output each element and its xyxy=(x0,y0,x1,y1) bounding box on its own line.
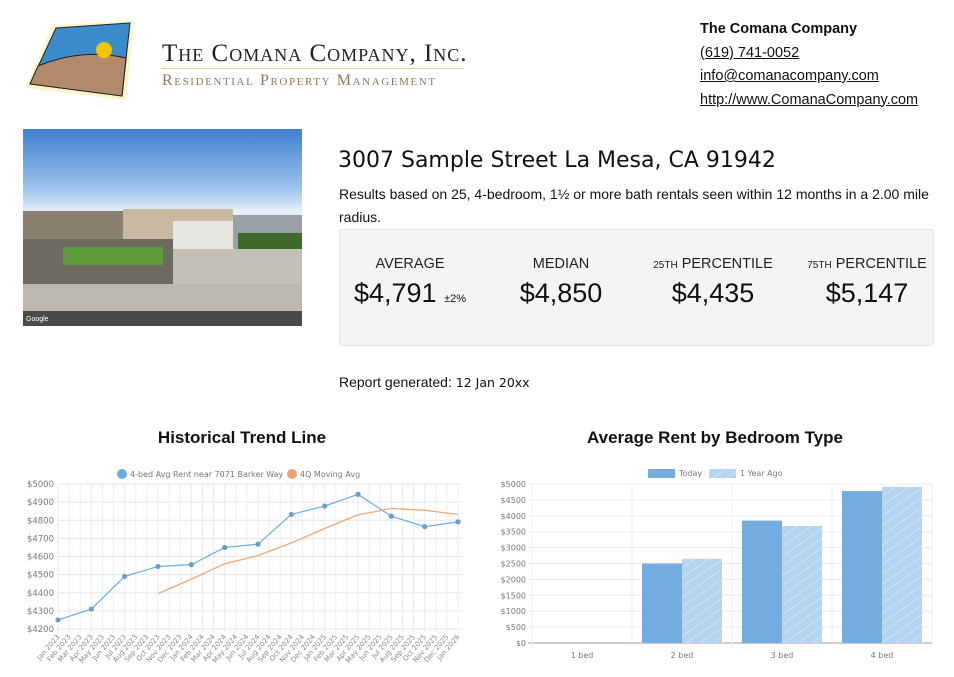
stat-label: PERCENTILE xyxy=(835,256,927,272)
y-tick-label: $4700 xyxy=(27,534,54,544)
data-point xyxy=(155,563,161,570)
y-tick-label: $3500 xyxy=(501,528,526,537)
legend-label: 4-bed Avg Rent near 7071 Barker Way xyxy=(130,470,284,479)
data-point xyxy=(388,513,394,519)
data-point xyxy=(55,617,61,623)
property-photo: Google xyxy=(23,129,302,326)
data-point xyxy=(122,573,128,580)
y-tick-label: $500 xyxy=(506,623,526,632)
report-label: Report generated: xyxy=(339,374,452,390)
legend-swatch xyxy=(648,469,675,478)
bar-today xyxy=(642,563,682,643)
phone-link[interactable]: (619) 741-0052 xyxy=(700,44,800,61)
legend-swatch xyxy=(117,469,127,479)
data-point xyxy=(322,503,328,509)
stat-ordinal: 75TH xyxy=(807,260,832,271)
email-link[interactable]: info@comanacompany.com xyxy=(700,68,879,84)
report-generated: Report generated: 12 Jan 20xx xyxy=(339,374,530,390)
bar-chart-title: Average Rent by Bedroom Type xyxy=(586,428,843,447)
data-point xyxy=(188,562,194,568)
data-point xyxy=(255,541,261,547)
rent-stats-panel: AVERAGE $4,791 ±2% MEDIAN $4,850 25TH PE… xyxy=(339,229,934,346)
y-tick-label: $2000 xyxy=(501,575,526,584)
legend-label: 1 Year Ago xyxy=(740,469,783,478)
legend-label: Today xyxy=(678,469,702,478)
moving-avg-line xyxy=(157,507,459,595)
report-date: 12 Jan 20xx xyxy=(455,375,530,390)
legend-label: 4Q Moving Avg xyxy=(300,470,360,479)
x-tick-label: 3 bed xyxy=(771,651,794,660)
stat-value: $4,850 xyxy=(519,278,603,308)
stat-margin: ±2% xyxy=(444,293,467,305)
company-name: The Comana Company, Inc. xyxy=(162,40,468,67)
data-point xyxy=(88,606,94,612)
results-description: Results based on 25, 4-bedroom, 1½ or mo… xyxy=(339,186,929,225)
stat-average: AVERAGE $4,791 ±2% xyxy=(335,256,485,309)
divider xyxy=(162,68,464,69)
y-tick-label: $4400 xyxy=(27,589,54,599)
y-tick-label: $2500 xyxy=(501,560,526,569)
stat-75th-percentile: 75TH PERCENTILE $5,147 xyxy=(792,256,942,309)
y-tick-label: $5000 xyxy=(27,480,54,490)
stat-25th-percentile: 25TH PERCENTILE $4,435 xyxy=(638,256,788,309)
data-point xyxy=(455,519,461,525)
company-logo xyxy=(26,20,134,100)
data-point xyxy=(288,511,294,518)
x-tick-label: 1 bed xyxy=(571,651,594,660)
bar-today xyxy=(742,520,782,643)
y-tick-label: $5000 xyxy=(501,480,526,489)
y-tick-label: $1000 xyxy=(501,607,526,616)
data-point xyxy=(422,523,428,530)
bar-today xyxy=(842,490,882,643)
trend-chart-title: Historical Trend Line xyxy=(157,428,327,447)
y-tick-label: $3000 xyxy=(501,544,526,553)
stat-label: MEDIAN xyxy=(532,256,590,272)
data-point xyxy=(222,544,228,551)
contact-name: The Comana Company xyxy=(700,21,858,37)
bar-one-year-ago xyxy=(882,486,922,643)
website-link[interactable]: http://www.ComanaCompany.com xyxy=(700,91,919,108)
stat-value: $5,147 xyxy=(825,278,909,308)
y-tick-label: $1500 xyxy=(501,591,526,600)
x-tick-label: 4 bed xyxy=(871,651,894,660)
y-tick-label: $4900 xyxy=(27,498,54,508)
data-point xyxy=(355,491,361,497)
x-tick-label: 2 bed xyxy=(671,651,694,660)
property-address: 3007 Sample Street La Mesa, CA 91942 xyxy=(338,148,776,173)
stat-label: PERCENTILE xyxy=(681,256,773,272)
stat-value: $4,791 xyxy=(353,278,437,308)
y-tick-label: $4500 xyxy=(27,571,54,581)
stat-median: MEDIAN $4,850 xyxy=(486,256,636,309)
photo-watermark: Google xyxy=(26,316,49,323)
contact-block: The Comana Company (619) 741-0052 info@c… xyxy=(700,18,918,112)
y-tick-label: $4200 xyxy=(27,625,54,635)
stat-value: $4,435 xyxy=(671,278,755,308)
bar-one-year-ago xyxy=(782,525,822,643)
stat-label: AVERAGE xyxy=(375,256,445,272)
bar-one-year-ago xyxy=(682,558,722,643)
legend-swatch xyxy=(709,469,736,478)
stat-ordinal: 25TH xyxy=(653,260,678,271)
y-tick-label: $4000 xyxy=(501,512,526,521)
company-tagline: Residential Property Management xyxy=(162,72,437,89)
y-tick-label: $4600 xyxy=(27,553,54,563)
legend-swatch xyxy=(287,469,297,479)
y-tick-label: $4300 xyxy=(27,607,54,617)
y-tick-label: $4500 xyxy=(501,496,526,505)
y-tick-label: $4800 xyxy=(27,516,54,526)
y-tick-label: $0 xyxy=(516,639,526,648)
